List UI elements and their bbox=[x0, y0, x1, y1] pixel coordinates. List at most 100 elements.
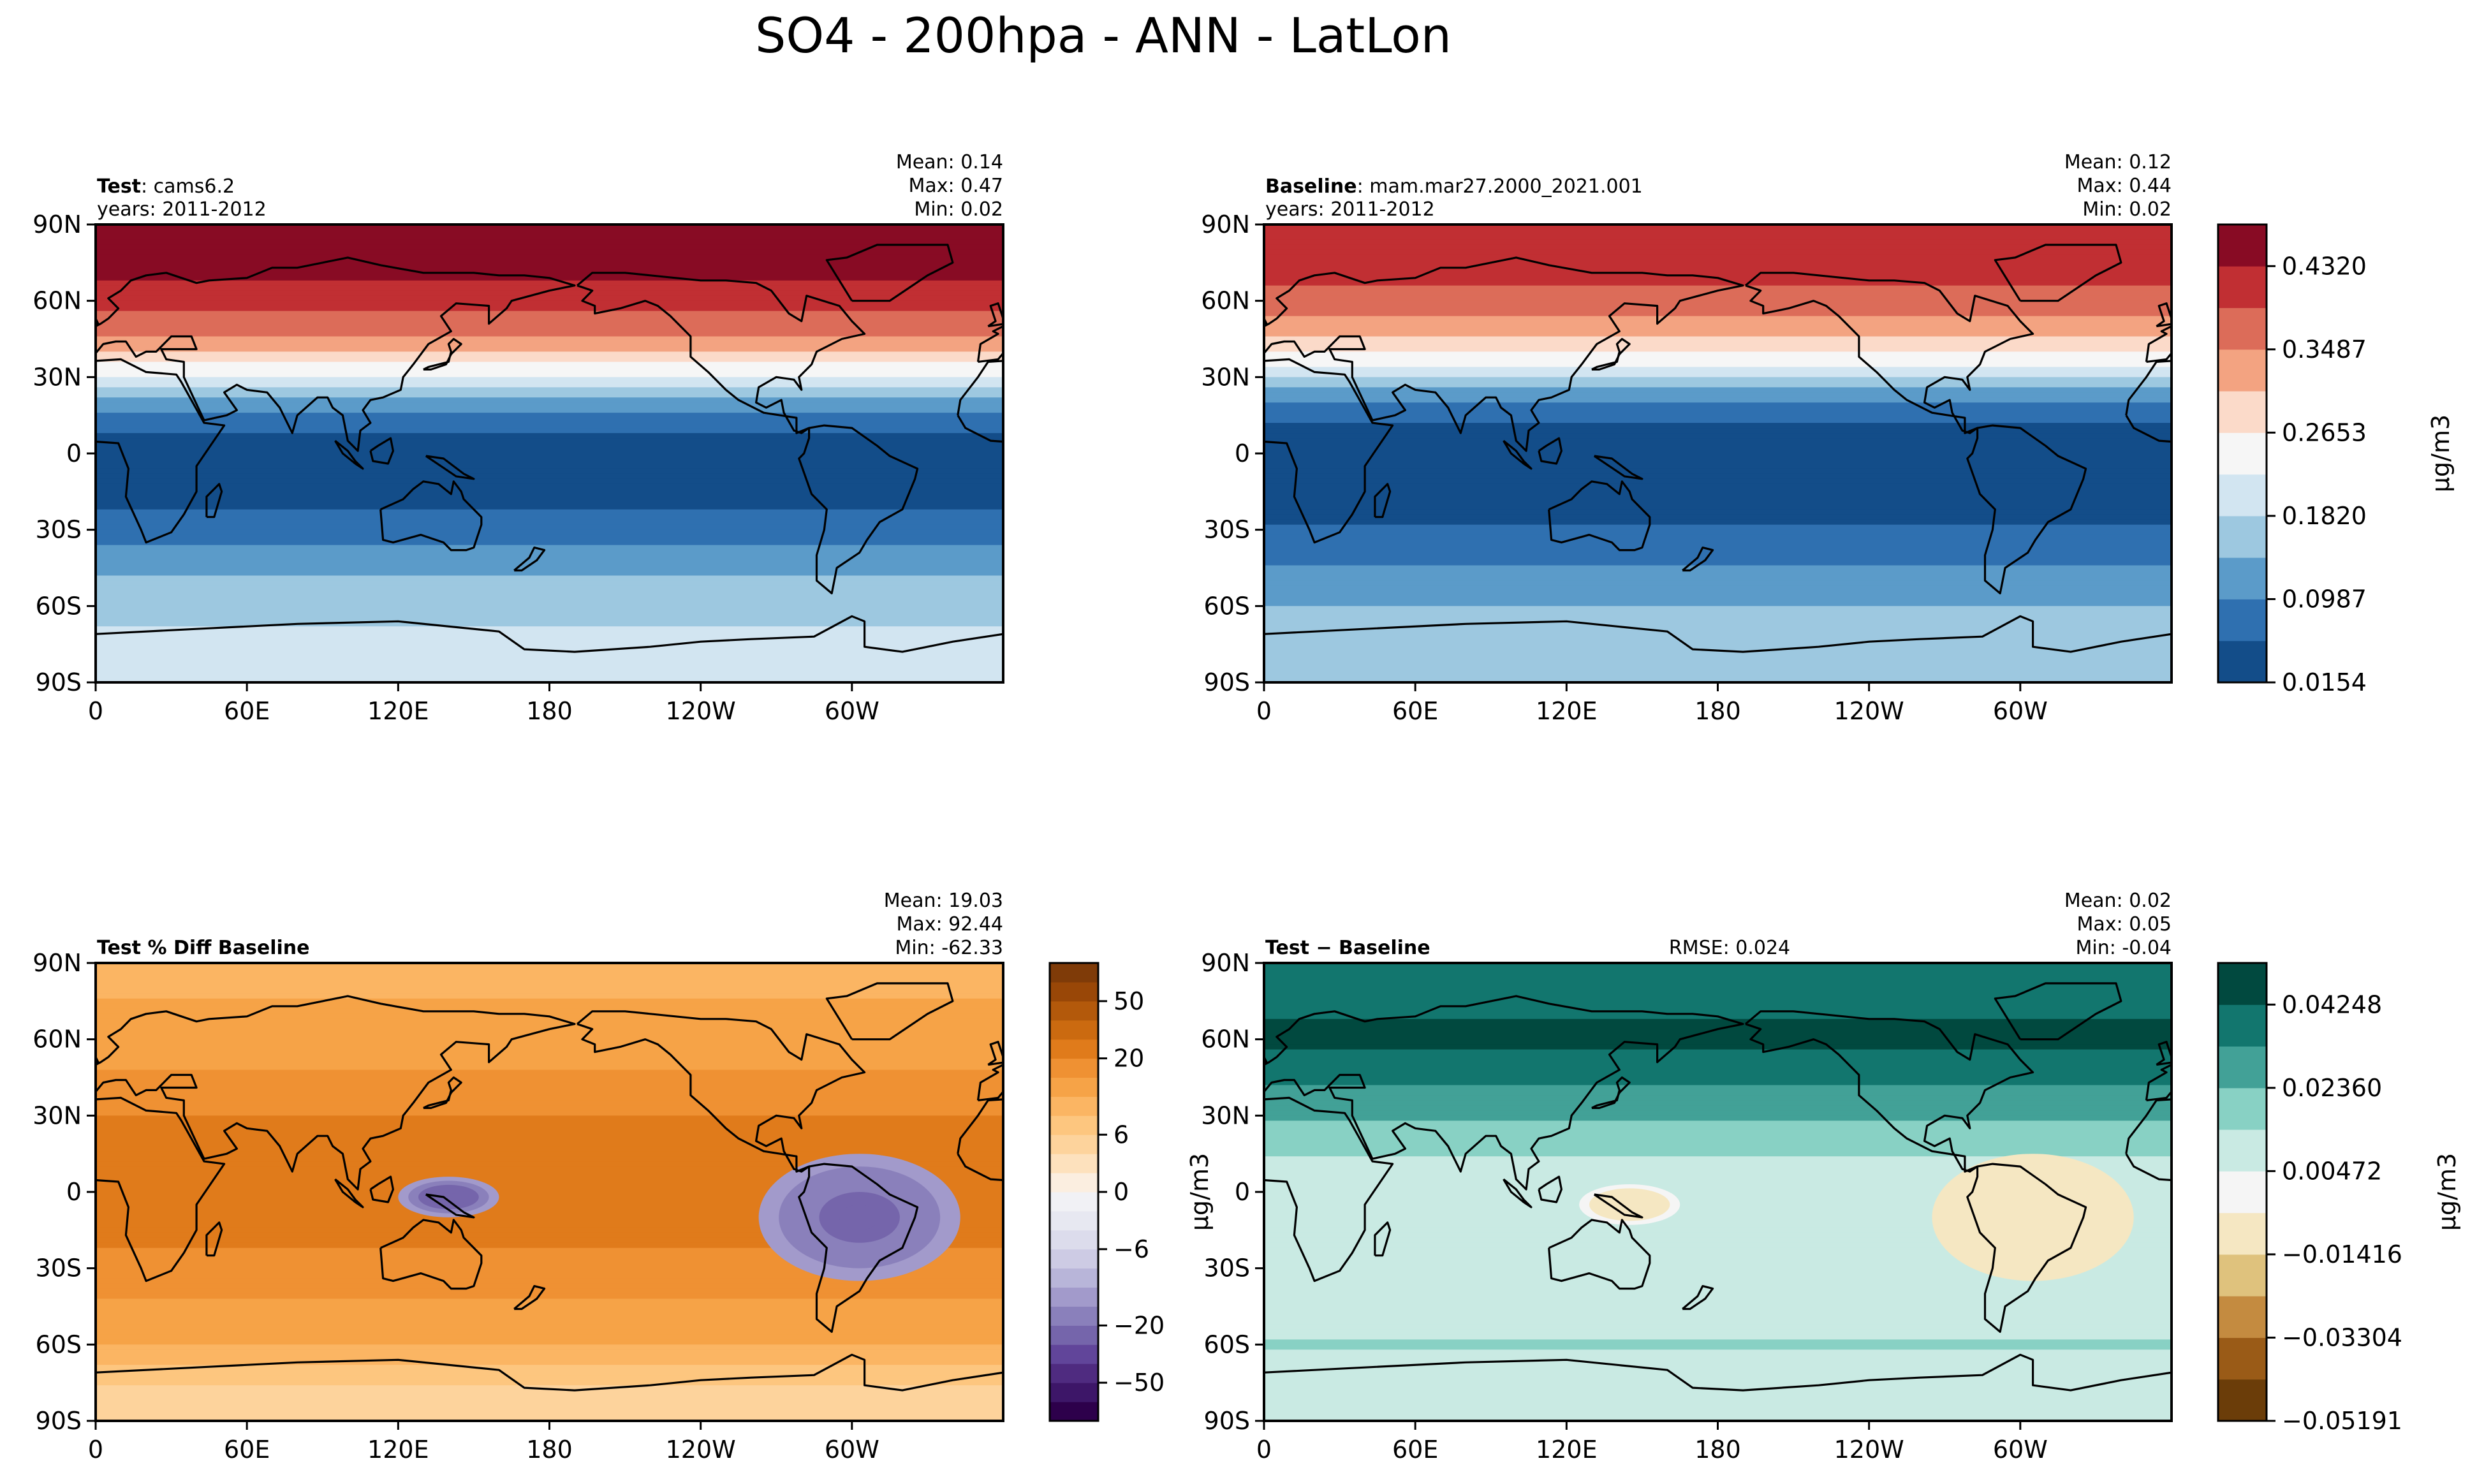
coastline bbox=[369, 437, 394, 465]
contour-band bbox=[1264, 1141, 2172, 1147]
stat-mean: Mean: 0.12 bbox=[2064, 151, 2172, 173]
contour-band bbox=[1264, 459, 2172, 464]
coastline bbox=[96, 358, 226, 544]
contour-band bbox=[1264, 448, 2172, 454]
coastline bbox=[1264, 1353, 2172, 1392]
contour-band bbox=[1264, 621, 2172, 627]
contour-band bbox=[1264, 367, 2172, 372]
y-tick-label: 0 bbox=[1235, 439, 1250, 467]
stat-mean: Mean: 19.03 bbox=[884, 890, 1003, 912]
contour-band bbox=[1264, 372, 2172, 378]
contour-band bbox=[96, 408, 1003, 413]
contour-band bbox=[96, 616, 1003, 622]
contour-band bbox=[1264, 1232, 2172, 1238]
contour-band bbox=[96, 1283, 1003, 1289]
colorbar-ticks: −0.05191 −0.03304 −0.01416 0.00472 0.02360 0.… bbox=[2267, 990, 2402, 1435]
contour-band bbox=[96, 667, 1003, 673]
colorbar-band bbox=[1050, 1058, 1098, 1078]
contour-band bbox=[1264, 408, 2172, 413]
colorbar-band bbox=[2218, 349, 2267, 392]
contour-band bbox=[96, 499, 1003, 505]
contour-band bbox=[1264, 413, 2172, 418]
x-tick-label: 120E bbox=[367, 697, 429, 725]
coastline bbox=[1994, 244, 2122, 302]
colorbar-ticks: −50 −20 −6 0 6 20 50 bbox=[1098, 987, 1165, 1397]
contour-band bbox=[96, 270, 1003, 276]
colorbar-tick-label: 0.2653 bbox=[2282, 418, 2367, 446]
contour-band bbox=[96, 540, 1003, 546]
coastline bbox=[379, 1219, 483, 1290]
contour-band bbox=[1264, 1202, 2172, 1208]
contour-band bbox=[1264, 555, 2172, 561]
contour-band bbox=[1264, 514, 2172, 520]
contour-band bbox=[1264, 397, 2172, 403]
x-tick-label: 120W bbox=[666, 1436, 736, 1464]
y-tick-label: 60S bbox=[36, 1330, 82, 1358]
contour-band bbox=[96, 534, 1003, 541]
contour-band bbox=[96, 1039, 1003, 1045]
contour-band bbox=[96, 377, 1003, 383]
contour-band bbox=[96, 560, 1003, 566]
contour-band bbox=[1264, 1029, 2172, 1035]
contour-band bbox=[1264, 1192, 2172, 1198]
colorbar-frame bbox=[2217, 223, 2268, 684]
map-area bbox=[1264, 224, 2470, 682]
contour-band bbox=[1264, 1044, 2172, 1050]
contour-band bbox=[1264, 1309, 2172, 1315]
contour-band bbox=[96, 1278, 1003, 1284]
contour-band bbox=[1264, 540, 2172, 546]
contour-band bbox=[1264, 519, 2172, 525]
contour-band bbox=[96, 998, 1003, 1004]
y-tick-label: 90S bbox=[1204, 1407, 1250, 1435]
contour-band bbox=[1264, 993, 2172, 999]
contour-band bbox=[1264, 601, 2172, 606]
contour-band bbox=[1264, 499, 2172, 505]
contour-band bbox=[1264, 1207, 2172, 1213]
contour-band bbox=[1264, 652, 2172, 658]
contour-band bbox=[96, 652, 1003, 658]
coastline bbox=[1264, 358, 1394, 544]
contour-band bbox=[1264, 1349, 2172, 1355]
contour-band bbox=[1264, 285, 2172, 291]
coastlines bbox=[1264, 982, 2172, 1392]
contour-band bbox=[96, 1187, 1003, 1193]
contour-band bbox=[96, 1075, 1003, 1081]
colorbar-band bbox=[2218, 599, 2267, 642]
colorbar-band bbox=[2218, 515, 2267, 558]
contour-band bbox=[96, 280, 1003, 286]
colorbar-band bbox=[1050, 963, 1098, 983]
coastline bbox=[1591, 337, 1631, 371]
coastline bbox=[2457, 481, 2470, 550]
y-tick-label: 90S bbox=[36, 668, 82, 696]
contour-band bbox=[96, 418, 1003, 423]
contour-band bbox=[1264, 336, 2172, 342]
colorbar-band bbox=[1050, 1230, 1098, 1250]
coastline bbox=[1538, 437, 1562, 465]
x-tick-label: 60E bbox=[224, 1436, 270, 1464]
contour-band bbox=[96, 1115, 1003, 1121]
contour-band bbox=[96, 662, 1003, 668]
y-tick-label: 30N bbox=[1201, 363, 1250, 391]
contour-band bbox=[96, 1151, 1003, 1157]
coastline bbox=[379, 480, 483, 552]
contour-band bbox=[96, 1400, 1003, 1406]
coastline bbox=[96, 1353, 1003, 1392]
contour-band bbox=[96, 1309, 1003, 1315]
contour-band bbox=[1264, 616, 2172, 622]
contour-band bbox=[1264, 642, 2172, 647]
contour-band bbox=[96, 423, 1003, 429]
contour-band bbox=[96, 1105, 1003, 1111]
contour-band bbox=[96, 1177, 1003, 1182]
contour-band bbox=[96, 1126, 1003, 1131]
colorbar-band bbox=[1050, 1268, 1098, 1288]
panel-label: Baseline: mam.mar27.2000_2021.001 bbox=[1265, 175, 1643, 198]
y-tick-label: 90S bbox=[36, 1407, 82, 1435]
contour-band bbox=[1264, 438, 2172, 444]
contour-band bbox=[96, 1018, 1003, 1025]
contour-band bbox=[1264, 326, 2172, 332]
colorbar-band bbox=[1050, 1344, 1098, 1364]
coastline bbox=[1548, 480, 1651, 552]
coastline bbox=[1744, 272, 2087, 594]
contour-band bbox=[96, 606, 1003, 612]
contour-band bbox=[96, 362, 1003, 367]
